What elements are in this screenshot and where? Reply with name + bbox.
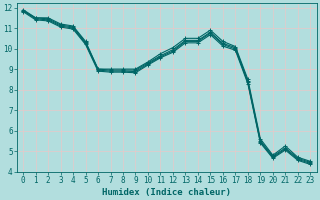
X-axis label: Humidex (Indice chaleur): Humidex (Indice chaleur) <box>102 188 231 197</box>
